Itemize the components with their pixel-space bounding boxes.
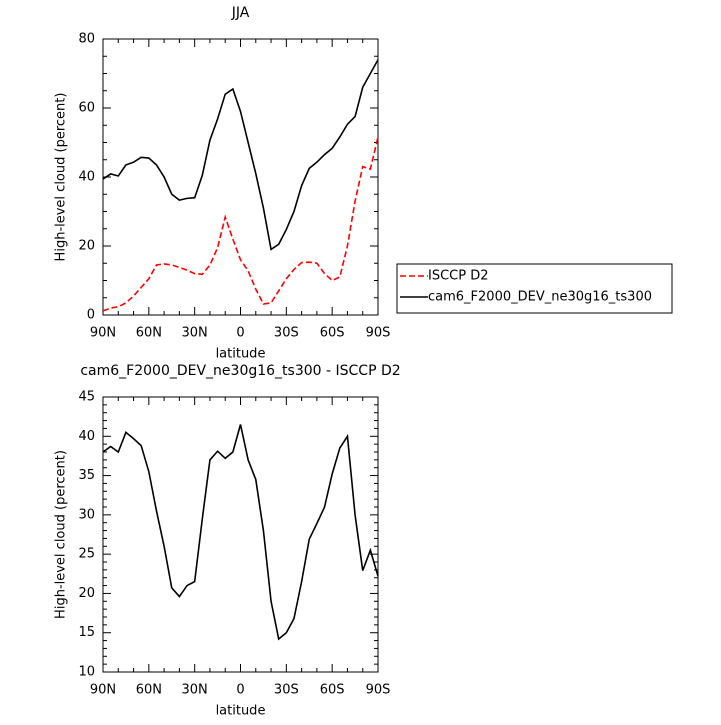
x-axis-label: latitude [216, 347, 266, 362]
y-tick-label: 10 [78, 665, 95, 680]
y-tick-label: 20 [78, 239, 95, 254]
y-axis-label: High-level cloud (percent) [54, 450, 69, 619]
data-line [102, 424, 379, 641]
plot-frame [102, 396, 379, 673]
x-tick-label: 0 [236, 326, 244, 341]
y-tick-label: 40 [78, 429, 95, 444]
y-tick-label: 0 [87, 308, 95, 323]
x-tick-label: 90S [366, 683, 391, 698]
x-axis-label: latitude [216, 704, 266, 719]
legend-label: cam6_F2000_DEV_ne30g16_ts300 [428, 290, 652, 305]
y-tick-label: 15 [78, 625, 95, 640]
chart-title: JJA [231, 5, 250, 21]
y-axis-label: High-level cloud (percent) [54, 93, 69, 262]
x-tick-label: 30S [274, 683, 299, 698]
legend-label: ISCCP D2 [428, 269, 489, 284]
legend-box [396, 263, 673, 314]
x-tick-label: 90N [90, 683, 116, 698]
x-tick-label: 30N [182, 326, 208, 341]
x-tick-label: 30N [182, 683, 208, 698]
y-tick-label: 60 [78, 101, 95, 116]
x-tick-label: 90N [90, 326, 116, 341]
y-tick-label: 30 [78, 507, 95, 522]
y-tick-label: 20 [78, 586, 95, 601]
y-tick-label: 80 [78, 32, 95, 47]
x-tick-label: 60N [136, 326, 162, 341]
y-tick-label: 40 [78, 170, 95, 185]
y-tick-label: 35 [78, 468, 95, 483]
x-tick-label: 90S [366, 326, 391, 341]
x-tick-label: 60S [320, 683, 345, 698]
data-line [102, 59, 379, 251]
y-tick-label: 45 [78, 390, 95, 405]
x-tick-label: 0 [236, 683, 244, 698]
data-line [102, 136, 379, 312]
x-tick-label: 60N [136, 683, 162, 698]
y-tick-label: 25 [78, 547, 95, 562]
x-tick-label: 60S [320, 326, 345, 341]
x-tick-label: 30S [274, 326, 299, 341]
chart-title: cam6_F2000_DEV_ne30g16_ts300 - ISCCP D2 [80, 363, 400, 379]
plot-frame [102, 38, 379, 316]
